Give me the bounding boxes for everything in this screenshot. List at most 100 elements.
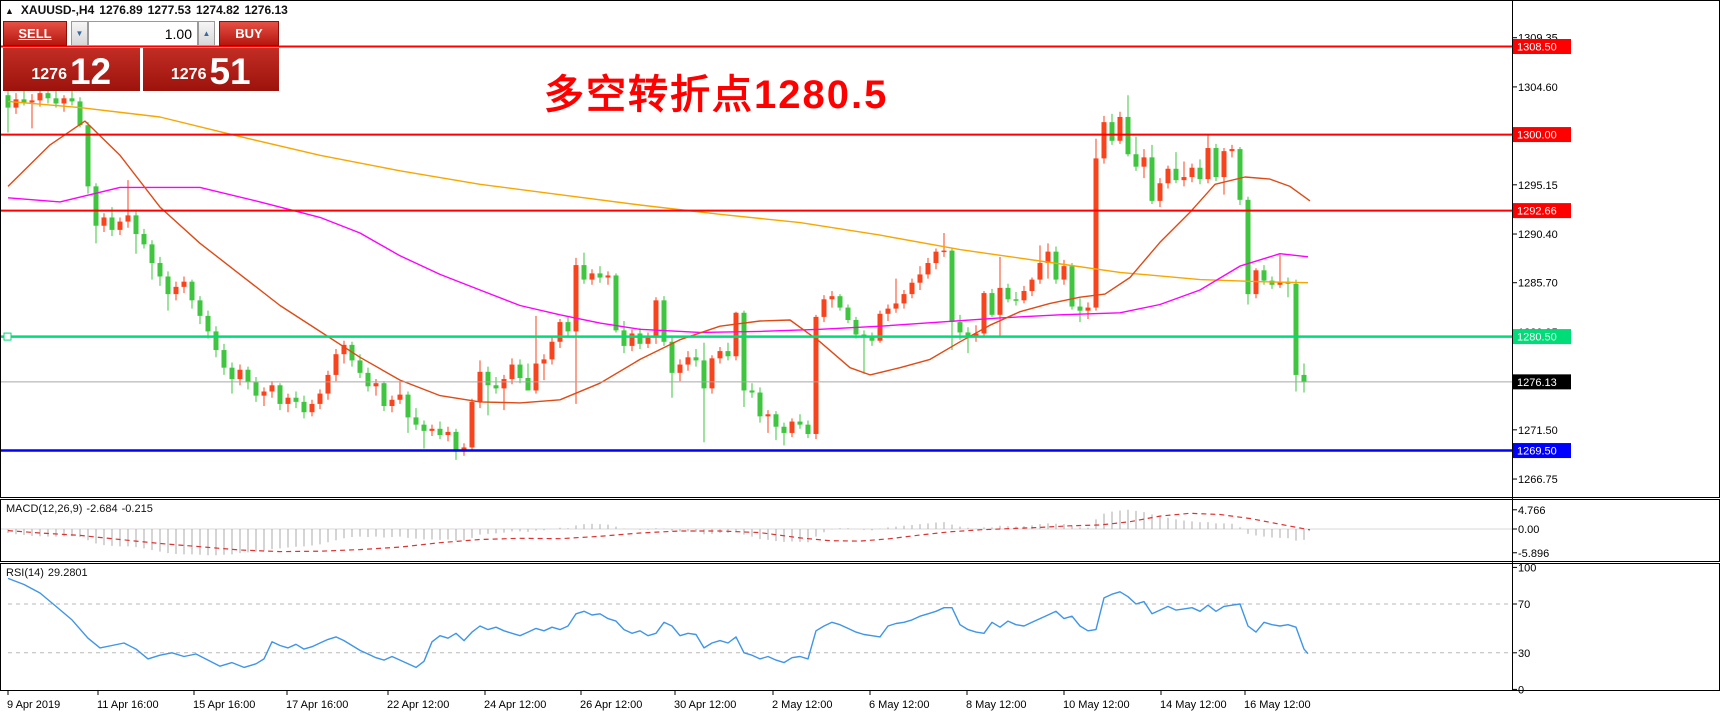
- rsi-value: 29.2801: [47, 567, 88, 579]
- candle: [789, 418, 795, 438]
- buy-price[interactable]: 1276 51: [142, 48, 279, 92]
- volume-decrease-button[interactable]: ▼: [71, 21, 88, 46]
- sell-price-figure: 1276: [31, 66, 67, 83]
- price-line-label: 1308.50: [1517, 42, 1557, 54]
- candle: [1093, 138, 1099, 311]
- chart-annotation: 多空转折点1280.5: [544, 73, 889, 117]
- horizontal-lines-group: [1, 45, 1512, 452]
- candle: [1253, 268, 1259, 299]
- candle: [893, 278, 899, 313]
- macd-scale-label: 4.766: [1518, 505, 1546, 517]
- candle: [941, 232, 947, 257]
- rsi-group: 100 70 30 0: [7, 562, 1536, 696]
- candle: [781, 422, 787, 446]
- candle: [1029, 277, 1035, 297]
- candle: [13, 93, 19, 114]
- candle: [1085, 302, 1091, 319]
- candle: [229, 362, 235, 394]
- candle: [149, 240, 155, 280]
- candle: [925, 257, 931, 279]
- rsi-panel[interactable]: [0, 563, 1720, 691]
- sell-price[interactable]: 1276 12: [3, 48, 140, 91]
- candle: [725, 342, 731, 361]
- time-axis-group: 9 Apr 2019 11 Apr 16:00 15 Apr 16:00 17 Apr…: [7, 691, 1311, 711]
- candle: [117, 217, 123, 236]
- macd-panel[interactable]: [0, 499, 1720, 562]
- price-close: 1276.13: [244, 3, 288, 17]
- candle: [1189, 163, 1195, 183]
- candle: [213, 326, 219, 358]
- price-line-label-box: [1513, 127, 1571, 143]
- time-tick-label: 14 May 12:00: [1160, 699, 1227, 711]
- candle: [1165, 165, 1171, 189]
- candle: [317, 389, 323, 410]
- candle: [1149, 144, 1155, 204]
- candle: [381, 381, 387, 412]
- main-chart-panel[interactable]: [0, 0, 1720, 498]
- price-line-label: 1269.50: [1517, 446, 1557, 458]
- candle: [85, 122, 91, 194]
- candle: [413, 408, 419, 430]
- buy-button[interactable]: BUY: [219, 21, 279, 46]
- candle: [741, 310, 747, 408]
- candle: [69, 91, 75, 106]
- quote-prices-row: 1276 12 1276 51: [3, 48, 279, 91]
- candle: [645, 332, 651, 348]
- candle: [1013, 292, 1019, 306]
- price-line-label-box: [1513, 374, 1571, 390]
- ma-mid-magenta: [7, 186, 1309, 334]
- candle: [341, 340, 347, 364]
- sell-button[interactable]: SELL: [3, 21, 67, 46]
- candle: [173, 281, 179, 301]
- buy-price-figure: 1276: [170, 66, 207, 83]
- candle: [1157, 178, 1163, 208]
- candle: [805, 420, 811, 439]
- volume-increase-button[interactable]: ▲: [198, 21, 215, 46]
- candle: [541, 354, 547, 381]
- candle: [253, 376, 259, 402]
- candle: [405, 391, 411, 433]
- candle: [205, 310, 211, 339]
- candle: [669, 335, 675, 398]
- price-open: 1276.89: [99, 3, 143, 17]
- macd-signal-line: [7, 512, 1311, 553]
- price-low: 1274.82: [196, 3, 240, 17]
- candle: [269, 381, 275, 398]
- candle: [765, 410, 771, 433]
- candle: [1237, 146, 1243, 206]
- candle: [605, 271, 611, 285]
- candle: [661, 296, 667, 346]
- candle: [749, 383, 755, 398]
- collapse-panel-icon[interactable]: ▲: [5, 6, 14, 16]
- price-line-label-box: [1513, 443, 1571, 459]
- candle: [1077, 298, 1083, 323]
- time-tick-label: 26 Apr 12:00: [580, 699, 642, 711]
- price-line-label: 1292.66: [1517, 206, 1557, 218]
- time-tick-label: 24 Apr 12:00: [484, 699, 546, 711]
- candle: [357, 354, 363, 379]
- candle: [485, 366, 491, 416]
- candle: [429, 424, 435, 437]
- candle: [573, 257, 579, 404]
- candle: [757, 387, 763, 423]
- candle: [109, 207, 115, 237]
- candle: [61, 95, 67, 112]
- candle: [421, 420, 427, 449]
- rsi-scale-label: 70: [1518, 599, 1530, 611]
- candle: [189, 279, 195, 309]
- hline-handle[interactable]: [3, 332, 12, 341]
- candle: [453, 428, 459, 460]
- candle: [1173, 152, 1179, 184]
- volume-input[interactable]: [88, 21, 198, 46]
- candle: [1229, 144, 1235, 158]
- price-tick-label: 1295.15: [1518, 180, 1558, 192]
- candle: [869, 332, 875, 346]
- candle: [637, 328, 643, 350]
- candle: [1037, 245, 1043, 284]
- candle: [29, 94, 35, 129]
- candle: [141, 228, 147, 249]
- candle: [365, 367, 371, 392]
- buy-price-pips: 51: [209, 50, 251, 92]
